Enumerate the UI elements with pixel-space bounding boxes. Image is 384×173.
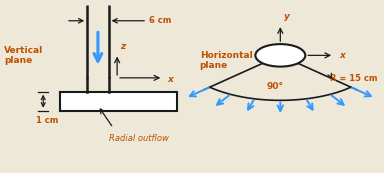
Text: y: y [284, 12, 290, 21]
Text: Vertical
plane: Vertical plane [4, 46, 43, 65]
Text: z: z [120, 42, 126, 51]
Bar [60, 92, 177, 111]
Text: 1 cm: 1 cm [36, 116, 59, 125]
Text: x: x [340, 51, 346, 60]
Text: 6 cm: 6 cm [149, 16, 171, 25]
Text: 90°: 90° [266, 82, 283, 91]
Text: Horizontal
plane: Horizontal plane [200, 51, 252, 70]
Text: x: x [167, 75, 173, 84]
Text: Radial outflow: Radial outflow [109, 134, 169, 143]
Circle shape [255, 44, 305, 67]
Text: R = 15 cm: R = 15 cm [330, 74, 378, 83]
